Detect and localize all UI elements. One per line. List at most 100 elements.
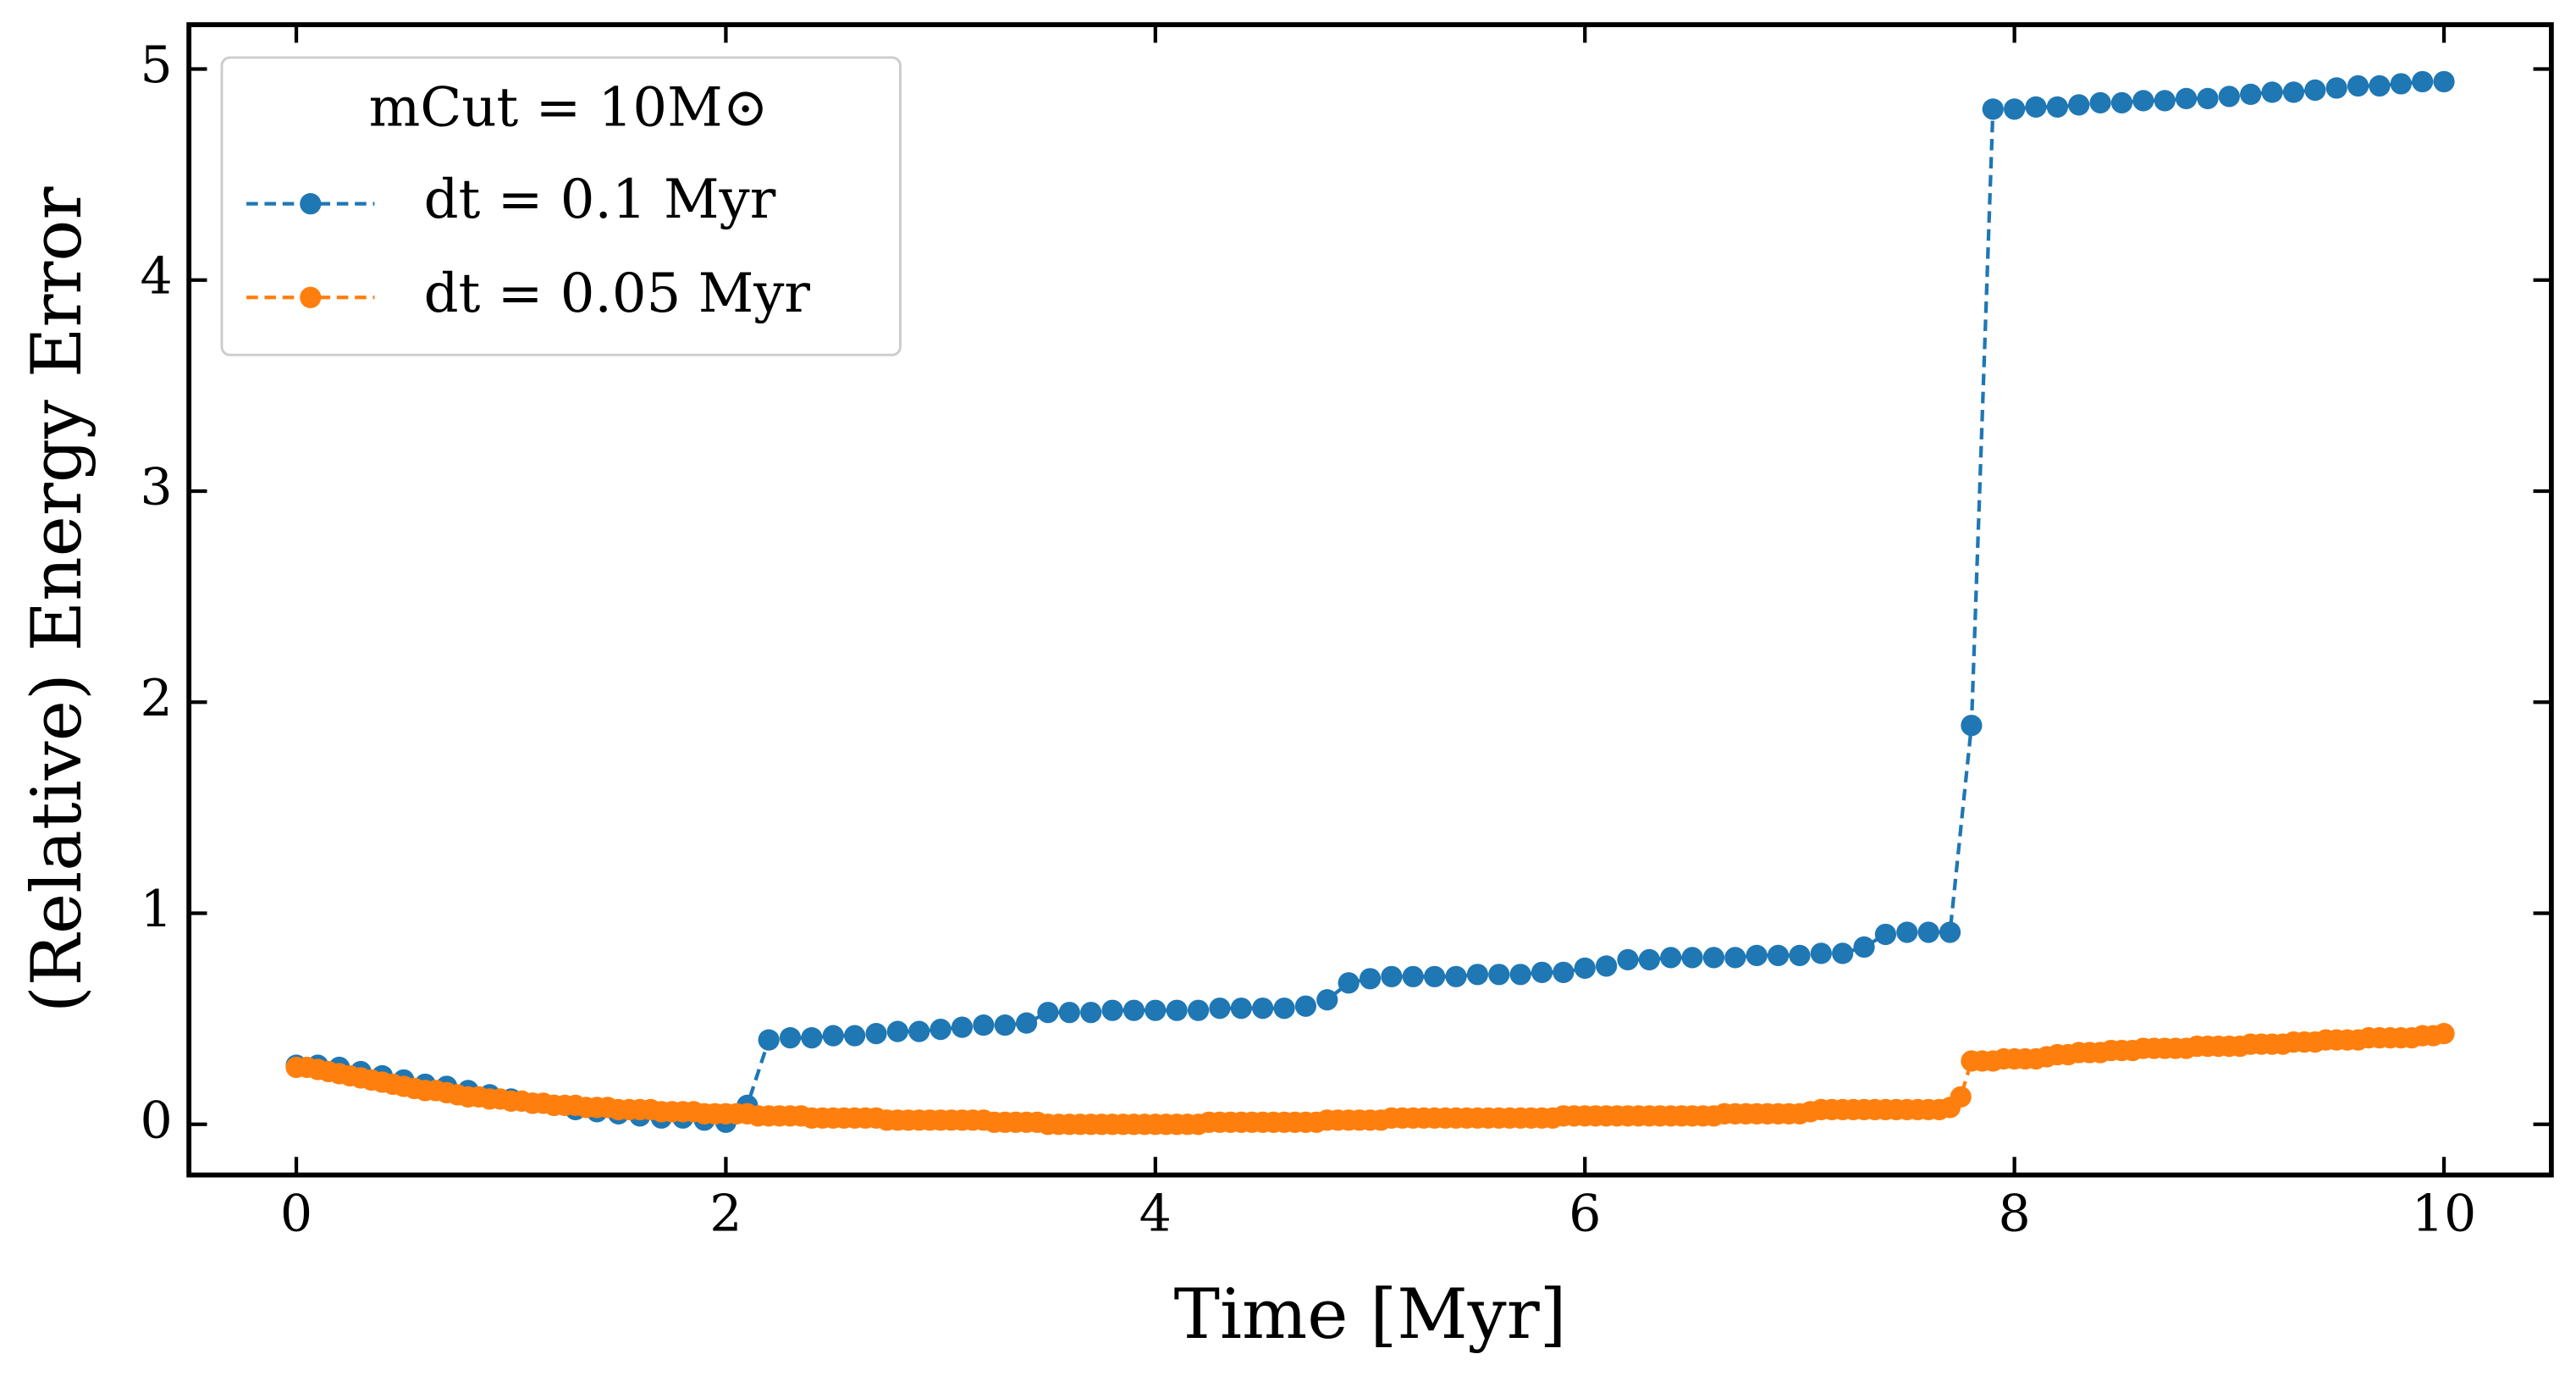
data-point: [1767, 944, 1790, 967]
legend-label: dt = 0.1 Myr: [424, 169, 776, 231]
data-point: [2218, 86, 2240, 108]
data-point: [1123, 999, 1145, 1021]
data-point: [1896, 921, 1918, 943]
data-point: [1681, 947, 1703, 969]
data-point: [1338, 972, 1360, 994]
legend-marker: [300, 286, 322, 308]
data-point: [2175, 87, 2198, 109]
data-point: [2369, 75, 2391, 97]
data-point: [1015, 1012, 1038, 1034]
data-point: [1316, 989, 1338, 1011]
x-tick-label: 2: [709, 1185, 742, 1244]
data-point: [2261, 81, 2283, 103]
legend-title: mCut = 10M⊙: [369, 76, 769, 139]
data-point: [2132, 90, 2154, 112]
data-point: [2110, 91, 2133, 113]
data-point: [2304, 79, 2326, 102]
data-point: [1359, 968, 1382, 990]
data-point: [822, 1025, 844, 1047]
data-point: [2068, 94, 2090, 116]
data-point: [1832, 942, 1854, 964]
x-tick-label: 4: [1139, 1185, 1172, 1244]
data-point: [2433, 70, 2455, 93]
data-point: [2240, 83, 2262, 106]
y-tick-label: 1: [140, 880, 172, 939]
data-point: [1273, 997, 1295, 1020]
data-point: [1617, 948, 1639, 970]
data-point: [2347, 75, 2369, 97]
data-point: [865, 1023, 887, 1045]
data-point: [1424, 965, 1446, 987]
data-point: [1166, 999, 1188, 1021]
data-point: [758, 1029, 780, 1051]
data-point: [1037, 1002, 1059, 1024]
y-tick-label: 0: [140, 1091, 172, 1150]
legend-marker: [300, 193, 322, 215]
data-point: [1080, 1002, 1102, 1024]
data-point: [1445, 965, 1467, 987]
data-point: [1230, 997, 1252, 1020]
data-point: [1187, 999, 1210, 1021]
data-point: [2282, 81, 2305, 103]
data-point: [1058, 1002, 1080, 1024]
x-tick-label: 8: [1998, 1185, 2030, 1244]
data-point: [886, 1020, 909, 1042]
data-point: [1402, 965, 1424, 987]
data-point: [908, 1020, 930, 1042]
data-point: [1810, 942, 1832, 964]
data-point: [1950, 1086, 1972, 1108]
x-tick-label: 10: [2412, 1185, 2477, 1244]
data-point: [1101, 999, 1123, 1021]
data-point: [1574, 957, 1596, 979]
data-point: [1939, 921, 1961, 943]
data-point: [1531, 961, 1553, 983]
data-point: [2197, 87, 2219, 109]
data-point: [994, 1014, 1016, 1036]
data-point: [1553, 961, 1575, 983]
data-point: [1209, 997, 1231, 1020]
y-tick-label: 4: [140, 246, 172, 306]
data-point: [1381, 965, 1403, 987]
data-point: [2154, 90, 2176, 112]
data-point: [1789, 944, 1811, 967]
data-point: [1874, 923, 1897, 946]
data-point: [2046, 96, 2068, 118]
data-point: [1746, 944, 1768, 967]
data-point: [1702, 947, 1725, 969]
data-point: [1982, 98, 2004, 120]
data-point: [2004, 98, 2026, 120]
x-axis-label: Time [Myr]: [1174, 1274, 1567, 1355]
x-tick-label: 6: [1569, 1185, 1601, 1244]
y-axis-label: (Relative) Energy Error: [17, 187, 97, 1014]
data-point: [779, 1026, 802, 1049]
plot-area: [285, 70, 2455, 1136]
x-tick-label: 0: [280, 1185, 312, 1244]
data-point: [951, 1016, 974, 1038]
data-point: [1595, 955, 1618, 977]
data-point: [1917, 921, 1939, 943]
legend-label: dt = 0.05 Myr: [424, 262, 811, 325]
data-point: [2025, 96, 2047, 118]
data-point: [801, 1026, 823, 1049]
data-point: [1724, 947, 1746, 969]
data-point: [2433, 1023, 2455, 1045]
data-point: [1509, 964, 1531, 986]
data-point: [1145, 999, 1167, 1021]
data-point: [1853, 936, 1875, 959]
data-point: [1252, 997, 1274, 1020]
y-tick-label: 3: [140, 458, 172, 517]
data-point: [973, 1014, 995, 1036]
data-point: [2412, 70, 2434, 93]
data-point: [1488, 964, 1510, 986]
data-point: [1466, 964, 1488, 986]
data-point: [2089, 91, 2111, 113]
legend-box: [220, 56, 902, 356]
data-point: [1294, 995, 1317, 1017]
data-point: [844, 1025, 866, 1047]
plot-frame: [186, 22, 2554, 1178]
data-point: [2325, 77, 2347, 99]
data-point: [929, 1019, 952, 1041]
y-tick-label: 5: [140, 36, 172, 95]
